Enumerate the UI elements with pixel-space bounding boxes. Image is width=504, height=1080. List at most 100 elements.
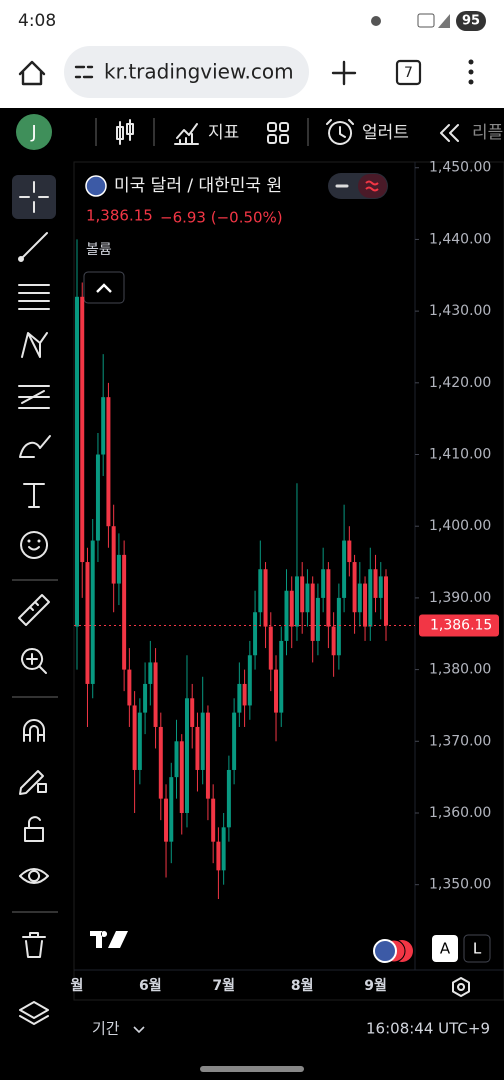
indicators-icon[interactable]	[174, 123, 199, 145]
candle-body	[190, 698, 195, 727]
candle-body	[289, 590, 294, 627]
indicators-button[interactable]: 지표	[208, 123, 239, 143]
collapse-button[interactable]	[83, 271, 125, 304]
visibility-tool[interactable]	[19, 868, 49, 884]
candle-body	[384, 576, 388, 626]
drawing-toolbar	[0, 160, 70, 1080]
y-tick-label: 1,420.00	[429, 375, 491, 391]
trend-line-tool[interactable]	[18, 232, 48, 262]
candle-body	[169, 777, 174, 842]
auto-scale-button[interactable]	[432, 935, 458, 962]
range-button[interactable]: 기간	[92, 1020, 120, 1038]
candle-body	[221, 827, 226, 871]
candle-body	[179, 741, 184, 813]
candle-body	[164, 798, 169, 842]
home-button[interactable]	[18, 60, 46, 86]
clock[interactable]: 16:08:44 UTC+9	[366, 1020, 490, 1038]
candle-body	[347, 540, 352, 563]
url-bar[interactable]	[64, 46, 309, 98]
candle-body	[363, 583, 368, 627]
pattern-tool[interactable]	[21, 332, 48, 358]
candle-body	[242, 683, 247, 706]
lock-drawing-tool[interactable]	[19, 770, 47, 795]
emoji-eye	[37, 539, 41, 543]
last-price-tag	[419, 614, 499, 637]
candle-body	[294, 576, 299, 627]
y-tick-label: 1,370.00	[429, 733, 491, 749]
alert-icon[interactable]	[326, 119, 354, 145]
symbol-price: 1,386.15	[86, 207, 153, 225]
crosshair-button[interactable]	[12, 175, 56, 219]
tv-logo[interactable]	[90, 931, 128, 948]
candle-body	[205, 712, 210, 799]
range-chevron	[133, 1026, 145, 1034]
x-tick-label: 월	[71, 977, 84, 994]
candle-body	[300, 576, 305, 613]
replay-button[interactable]: 리플레이	[472, 123, 504, 143]
x-tick-label: 7월	[212, 977, 235, 994]
top-toolbar	[0, 108, 504, 160]
candle-body	[132, 705, 137, 770]
volume-label[interactable]: 볼륨	[86, 242, 112, 258]
candle-body	[174, 741, 179, 778]
candle-body	[75, 296, 79, 627]
delete-tool[interactable]	[22, 932, 46, 958]
candle-body	[143, 683, 148, 713]
candle-body	[247, 655, 252, 706]
replay-icon[interactable]	[440, 124, 459, 142]
candle-body	[237, 683, 242, 713]
candle-body	[258, 569, 263, 613]
candle-body	[211, 798, 216, 842]
x-tick-label: 6월	[139, 977, 162, 994]
log-scale-button[interactable]	[463, 934, 491, 963]
layout-button[interactable]	[267, 122, 289, 144]
measure-tool[interactable]	[18, 594, 50, 626]
tabs-button[interactable]	[395, 59, 422, 86]
site-settings[interactable]	[74, 65, 94, 79]
candle-body	[195, 726, 200, 770]
candle-body	[226, 769, 231, 828]
symbol-name[interactable]: 미국 달러 / 대한민국 원	[114, 176, 282, 196]
candle-body	[106, 397, 111, 527]
y-tick-label: 1,390.00	[429, 590, 491, 606]
event-flag[interactable]	[373, 939, 397, 963]
candle-body	[336, 597, 341, 656]
object-tree[interactable]	[19, 1001, 49, 1025]
alerts-button[interactable]: 얼러트	[362, 123, 409, 143]
brush-tool[interactable]	[19, 435, 51, 458]
new-tab-button[interactable]	[331, 60, 357, 86]
y-tick-label: 1,430.00	[429, 303, 491, 319]
lock-tool[interactable]	[24, 816, 44, 842]
status-icon	[417, 13, 435, 28]
fib-tool[interactable]	[18, 284, 50, 310]
candle-body	[148, 662, 153, 684]
emoji-tool[interactable]	[20, 531, 49, 559]
candle-body	[321, 569, 326, 598]
projection-tool[interactable]	[18, 385, 50, 409]
candle-body	[137, 712, 142, 770]
text-tool[interactable]	[23, 483, 45, 508]
menu-button[interactable]	[468, 59, 474, 85]
y-tick-label: 1,450.00	[429, 160, 491, 176]
log-scale-label: L	[473, 940, 482, 958]
avatar[interactable]	[16, 114, 52, 150]
battery-level: 95	[462, 14, 480, 29]
candle-body	[263, 569, 268, 627]
zoom-tool[interactable]	[21, 648, 47, 674]
candle-body	[357, 583, 362, 613]
emoji-eye	[27, 539, 31, 543]
candle-body	[378, 576, 383, 598]
gesture-handle[interactable]	[200, 1066, 304, 1072]
candle-body	[284, 590, 289, 641]
settings-button[interactable]	[452, 977, 470, 997]
candle-body	[305, 583, 310, 613]
y-tick-label: 1,360.00	[429, 805, 491, 821]
chart-pane	[73, 161, 504, 1001]
candle-body	[279, 640, 284, 713]
magnet-tool[interactable]	[23, 719, 45, 742]
candle-body	[373, 569, 378, 598]
chart-type-button[interactable]	[116, 119, 134, 145]
signal-icon	[438, 14, 450, 28]
x-tick-label: 8월	[291, 977, 314, 994]
